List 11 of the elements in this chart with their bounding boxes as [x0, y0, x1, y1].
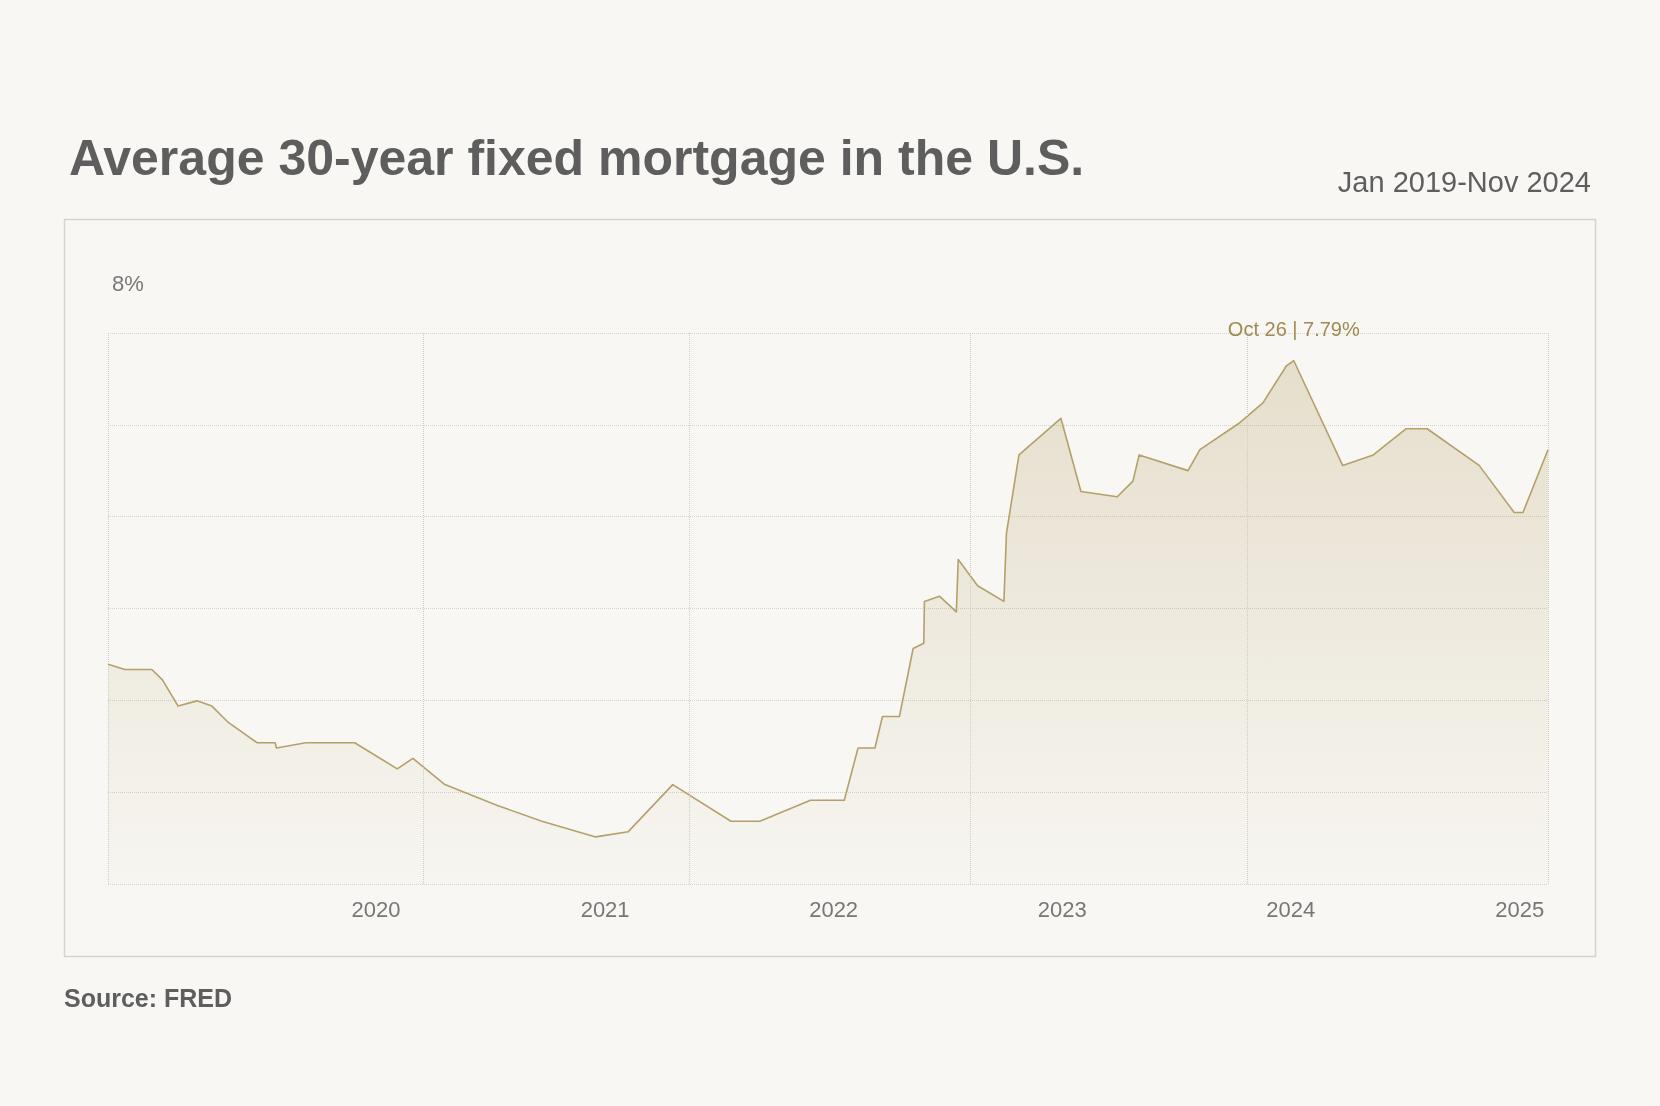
text: 8% [112, 270, 144, 296]
source-note: Source: FRED [64, 983, 233, 1012]
chart-title: Average 30-year fixed mortgage in the U.S. [69, 130, 1085, 186]
x-tick-label: 2023 [1037, 896, 1087, 922]
annotation: Oct 26 | 7.79% [1227, 317, 1360, 340]
x-tick-label: 2025 [1495, 896, 1545, 922]
x-tick-label: 2024 [1266, 896, 1316, 922]
x-tick-label: 2022 [809, 896, 859, 922]
chart-subtitle: Jan 2019-Nov 2024 [1337, 165, 1592, 198]
x-tick-label: 2020 [351, 896, 401, 922]
x-tick-label: 2021 [580, 896, 630, 922]
